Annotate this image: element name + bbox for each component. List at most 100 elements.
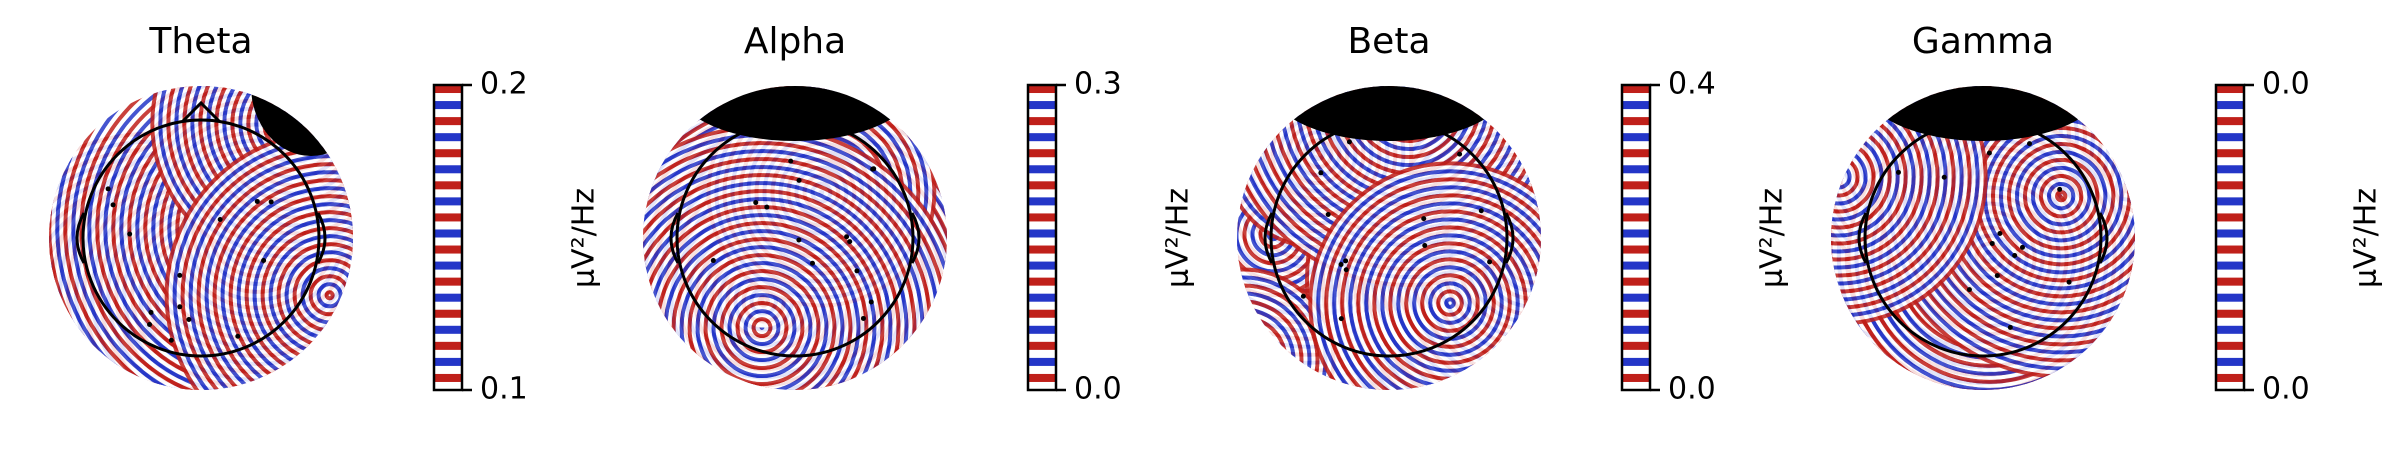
sensor	[1478, 208, 1484, 214]
contour-ring	[1237, 339, 1264, 380]
contour-ring	[1328, 181, 1541, 390]
contour-ring	[1440, 293, 1460, 313]
sensor	[1963, 132, 1969, 138]
sensor	[847, 239, 853, 245]
colorbar-stripe	[2216, 245, 2244, 255]
contour-ring	[643, 197, 893, 390]
colorbar-stripe	[434, 261, 462, 271]
sensor	[127, 231, 133, 237]
head-outline	[1863, 118, 2103, 358]
colorbar-stripe	[1028, 141, 1056, 150]
colorbar-stripe	[1028, 285, 1056, 295]
sensor	[1997, 231, 2003, 237]
sensor	[844, 234, 850, 240]
colorbar-stripe	[1622, 229, 1650, 238]
colorbar-stripe	[434, 133, 462, 142]
contour-ring	[1237, 311, 1292, 390]
colorbar-stripe	[1028, 109, 1056, 118]
colorbar-stripe	[2216, 349, 2244, 359]
sensor	[261, 257, 267, 263]
colorbar-stripe	[434, 229, 462, 238]
nose	[1369, 100, 1409, 123]
sensor	[1372, 133, 1378, 139]
colorbar-stripe	[1622, 317, 1650, 327]
colorbar-stripe	[434, 109, 462, 118]
contour-ring	[1316, 169, 1541, 390]
contour-ring	[1432, 285, 1468, 321]
colorbar-stripe	[1028, 269, 1056, 279]
colorbar-stripe	[1622, 237, 1650, 247]
sensor	[177, 304, 183, 310]
ear	[2098, 212, 2109, 264]
contour-ring	[723, 289, 801, 367]
colorbar-stripe	[1028, 301, 1056, 311]
contour-ring	[1392, 245, 1508, 361]
contour-ring	[91, 86, 353, 390]
colorbar-stripe	[1028, 125, 1056, 134]
colorbar-stripe	[1028, 293, 1056, 303]
contour-ring	[55, 86, 353, 390]
contour-ring	[1907, 86, 2135, 351]
contour-ring	[1352, 205, 1541, 390]
contour-ring	[1424, 277, 1476, 329]
contour-ring	[1444, 297, 1456, 309]
colorbar-stripe	[1028, 181, 1056, 190]
sensor	[177, 272, 183, 278]
contour-ring	[1237, 335, 1268, 384]
colorbar-stripe	[434, 197, 462, 206]
sensor	[1338, 262, 1344, 268]
colorbar-stripe	[1028, 381, 1056, 391]
contour-ring	[1237, 351, 1252, 368]
sensor	[1300, 293, 1306, 299]
sensor	[105, 186, 111, 192]
colorbar-stripe	[1028, 101, 1056, 110]
contour-ring	[208, 174, 353, 390]
contour-ring	[2031, 166, 2092, 227]
colorbar-stripe	[434, 357, 462, 367]
contour-ring	[643, 185, 905, 390]
contour-ring	[691, 257, 833, 390]
colorbar-stripe	[1028, 205, 1056, 214]
contour-ring	[49, 349, 66, 383]
contour-ring	[228, 194, 353, 390]
contour-ring	[2047, 182, 2076, 211]
head-outline	[1269, 118, 1509, 358]
contour-ring	[1920, 380, 1931, 390]
contour-ring	[1831, 168, 1848, 186]
contour-ring	[743, 309, 781, 347]
contour-ring	[49, 361, 54, 371]
colorbar-tick-label: 0.0	[2262, 67, 2310, 102]
contour-ring	[49, 357, 58, 375]
ear	[669, 212, 680, 264]
colorbar-stripe	[1028, 173, 1056, 182]
contour-ring	[1237, 343, 1260, 376]
contour-ring	[320, 286, 339, 305]
contour-ring	[87, 86, 353, 390]
colorbar-stripe	[1028, 325, 1056, 335]
colorbar-stripe	[1028, 333, 1056, 343]
sensor	[2066, 279, 2072, 285]
contour-ring	[1356, 209, 1541, 390]
colorbar-stripe	[1622, 261, 1650, 271]
ear	[75, 212, 86, 264]
contour-ring	[1237, 303, 1300, 390]
colorbar-stripe	[1028, 245, 1056, 255]
contour-ring	[679, 245, 845, 390]
colorbar-stripe	[2216, 325, 2244, 335]
colorbar-stripe	[2216, 293, 2244, 303]
contour-ring	[1237, 327, 1276, 390]
colorbar-stripe	[434, 93, 462, 102]
contour-ring	[1237, 319, 1284, 390]
colorbar-stripe	[1622, 325, 1650, 335]
colorbar-stripe	[2216, 221, 2244, 230]
contour-ring	[1416, 269, 1484, 337]
colorbar-stripe	[2216, 317, 2244, 327]
colorbar-stripe	[434, 325, 462, 335]
contour-ring	[83, 86, 353, 390]
colorbar-stripe	[2216, 253, 2244, 263]
contour-ring	[1380, 233, 1520, 373]
contour-ring	[1237, 295, 1308, 390]
colorbar-stripe	[1028, 261, 1056, 271]
colorbar-stripe	[434, 373, 462, 383]
contour-ring	[59, 86, 353, 390]
